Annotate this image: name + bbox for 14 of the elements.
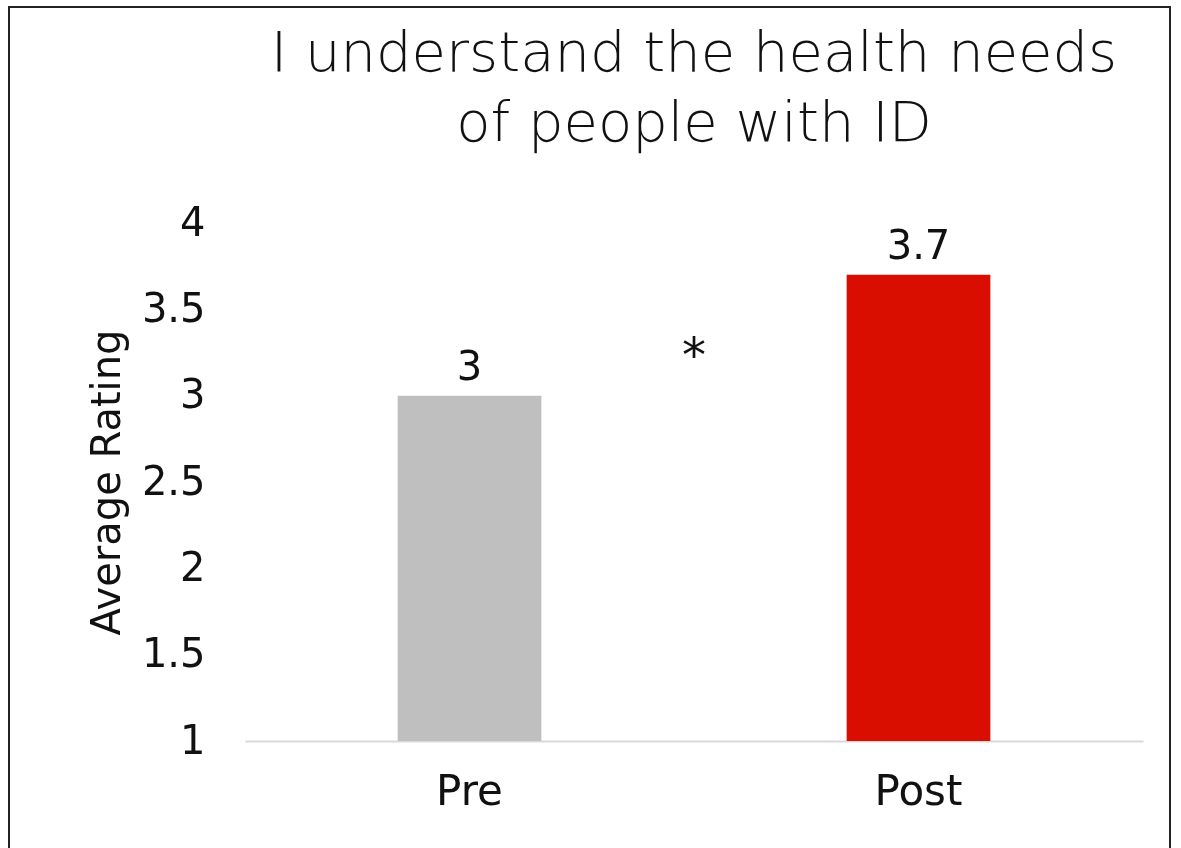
y-tick-label: 1.5 — [141, 630, 206, 677]
y-tick-label: 2 — [180, 543, 206, 590]
annotation: * — [682, 326, 706, 383]
x-tick-label: Pre — [436, 765, 503, 815]
chart-title: I understand the health needs of people with ID — [270, 19, 1118, 154]
y-tick-label: 3.5 — [141, 284, 206, 331]
x-tick-label: Post — [874, 765, 963, 815]
data-label: 3.7 — [886, 221, 951, 268]
y-tick-label: 1 — [180, 716, 206, 763]
y-axis-title: Average Rating — [82, 329, 129, 636]
data-label: 3 — [456, 342, 483, 389]
y-tick-label: 3 — [180, 371, 206, 418]
y-tick-label: 4 — [180, 198, 206, 245]
y-tick-label: 2.5 — [141, 457, 206, 504]
